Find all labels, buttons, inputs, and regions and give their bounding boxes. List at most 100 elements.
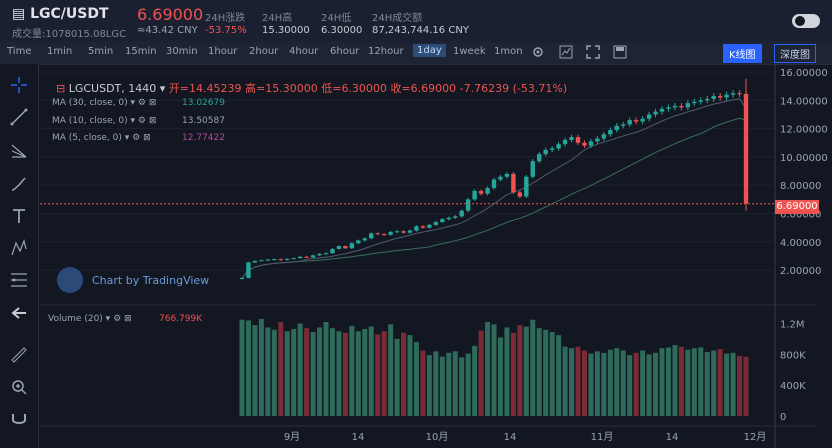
interval-1day[interactable]: 1day [413,44,446,57]
indicator-icon[interactable] [559,45,573,59]
tradingview-logo [57,267,83,293]
candle-body [575,137,581,143]
save-icon[interactable] [613,45,627,59]
text-icon[interactable] [10,207,28,225]
close-icon[interactable]: ⊠ [148,116,157,126]
ma10-legend[interactable]: MA (10, close, 0) ▾ ⚙ ⊠ [52,116,157,126]
y-tick-label: 12.00000 [780,125,828,136]
volume-bar [659,348,665,416]
candle-body [588,141,594,146]
interval-1mon[interactable]: 1mon [494,46,523,57]
volume-bar [717,348,723,416]
volume-bar [497,337,503,416]
depth-tab[interactable]: 深度图 [774,44,816,63]
volume-bar [685,349,691,416]
volume-bar [536,328,542,416]
interval-4hour[interactable]: 4hour [289,46,319,57]
close-icon[interactable]: ⊠ [148,98,157,108]
x-tick-label: 10月 [426,431,449,443]
interval-time[interactable]: Time [7,46,32,57]
fork-icon[interactable] [10,142,28,160]
candle-body [362,238,367,241]
volume-bar [245,320,251,416]
x-tick-label: 12月 [744,431,767,443]
x-tick-label: 14 [504,432,517,443]
candle-body [317,253,322,256]
chart-canvas[interactable]: 2.00000 4.00000 6.00000 8.00000 10.00000 12.0… [40,64,832,448]
trendline-icon[interactable] [10,108,28,126]
volume-y-tick-label: 400K [780,381,806,392]
ma30-legend[interactable]: MA (30, close, 0) ▾ ⚙ ⊠ [52,98,157,108]
interval-5min[interactable]: 5min [88,46,114,57]
kline-tab[interactable]: K线图 [723,44,762,63]
ma30-value: 13.02679 [182,98,225,108]
volume-bar [549,332,555,416]
settings-icon[interactable] [531,45,545,59]
interval-1min[interactable]: 1min [47,46,73,57]
ruler-icon[interactable] [10,346,28,364]
candle-body [549,148,555,150]
volume-y-tick-label: 1.2M [780,320,805,331]
pattern-icon[interactable] [10,239,28,257]
volume-bar [510,332,516,416]
volume-bar [407,335,413,416]
volume-bar [543,329,549,416]
candle-body [356,240,361,244]
volume-bar [569,348,575,416]
candle-body [685,103,691,108]
interval-30min[interactable]: 30min [166,46,198,57]
volume-bar [439,356,445,416]
volume-bar [556,335,562,416]
candle-body [465,199,471,211]
crosshair-icon[interactable] [10,76,28,94]
fib-icon[interactable] [10,271,28,289]
theme-toggle[interactable] [792,14,820,28]
settings-icon[interactable]: ⚙ [137,98,146,108]
y-tick-label: 14.00000 [780,96,828,107]
volume-bar [401,332,407,416]
candle-body [627,120,632,125]
zoom-in-icon[interactable] [10,378,28,396]
magnet-icon[interactable] [10,410,28,428]
arrow-left-icon[interactable] [10,304,28,322]
interval-15min[interactable]: 15min [125,46,157,57]
low-label: 低= [321,82,342,95]
settings-icon[interactable]: ⚙ [132,133,141,143]
brush-icon[interactable] [10,175,28,193]
interval-2hour[interactable]: 2hour [249,46,279,57]
volume-bar [459,357,465,416]
volume-bar [465,353,471,416]
interval-12hour[interactable]: 12hour [368,46,404,57]
close-icon[interactable]: ⊠ [143,133,151,143]
candle-body [511,173,516,193]
fullscreen-icon[interactable] [586,45,600,59]
interval-6hour[interactable]: 6hour [330,46,360,57]
candle-body [504,173,510,177]
candle-body [310,255,316,258]
ma30-label: MA (30, close, 0) [52,98,128,108]
candle-body [259,260,264,262]
volume-bar [336,331,342,416]
interval-1week[interactable]: 1week [453,46,486,57]
symbol-title: ▤ LGC/USDT [12,6,109,22]
close-icon[interactable]: ⊠ [124,314,132,324]
x-tick-label: 14 [666,432,679,443]
volume-legend[interactable]: Volume (20) ▾ ⚙ ⊠ [48,314,132,324]
change-value: -7.76239 (-53.71%) [459,82,568,95]
volume-bar [523,326,529,416]
chart-symbol[interactable]: LGCUSDT, 1440 [68,82,157,95]
ma5-legend[interactable]: MA (5, close, 0) ▾ ⚙ ⊠ [52,133,151,143]
volume-bar [278,322,284,416]
x-tick-label: 9月 [284,431,300,443]
settings-icon[interactable]: ⚙ [113,314,122,324]
collapse-icon[interactable]: ⊟ [56,82,69,95]
interval-1hour[interactable]: 1hour [208,46,238,57]
candle-body [291,258,296,260]
candle-body [737,93,742,95]
settings-icon[interactable]: ⚙ [137,116,146,126]
volume-bar [504,327,510,416]
candle-body [666,107,671,109]
document-icon: ▤ [12,6,31,22]
volume-bar [724,353,730,416]
candle-body [640,118,645,122]
